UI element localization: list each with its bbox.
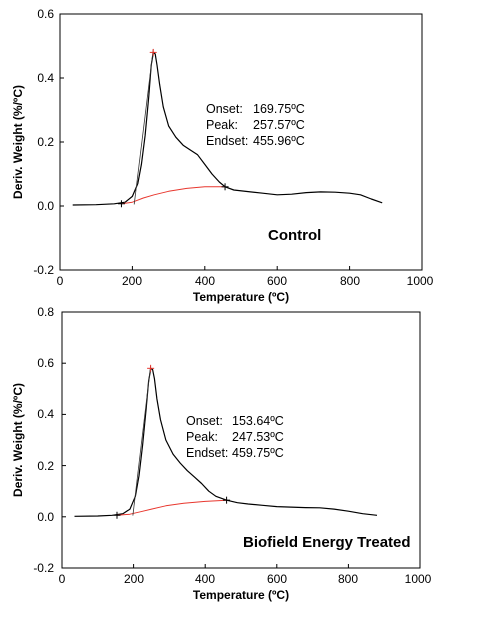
onset-value: 169.75ºC bbox=[253, 102, 305, 116]
endset-value: 455.96ºC bbox=[253, 134, 305, 148]
x-tick-label: 0 bbox=[57, 274, 64, 288]
baseline-curve-control bbox=[121, 186, 226, 205]
onset-tangent-line bbox=[132, 365, 152, 516]
x-tick-label: 800 bbox=[338, 572, 358, 586]
x-axis-label: Temperature (ºC) bbox=[193, 588, 289, 602]
peak-value: 247.53ºC bbox=[232, 430, 284, 444]
y-axis-label: Deriv. Weight (%/ºC) bbox=[11, 383, 25, 497]
x-tick-label: 1000 bbox=[407, 274, 434, 288]
panel-title-control: Control bbox=[268, 227, 321, 244]
y-tick-label: 0.0 bbox=[37, 510, 54, 524]
y-tick-label: 0.4 bbox=[37, 407, 54, 421]
peak-label: Peak: bbox=[186, 430, 218, 444]
y-tick-label: 0.6 bbox=[37, 356, 54, 370]
y-tick-label: -0.2 bbox=[33, 263, 54, 277]
y-tick-label: -0.2 bbox=[33, 561, 54, 575]
x-tick-label: 800 bbox=[340, 274, 360, 288]
x-axis-label: Temperature (ºC) bbox=[193, 290, 289, 304]
y-tick-label: 0.6 bbox=[37, 7, 54, 21]
tick-marks-treated bbox=[61, 311, 421, 569]
chart-treated: -0.2 0.0 0.2 0.4 0.6 0.8 0 200 400 600 8… bbox=[11, 305, 432, 602]
chart-control: -0.2 0.0 0.2 0.4 0.6 0 200 400 600 800 1… bbox=[11, 7, 434, 304]
onset-value: 153.64ºC bbox=[232, 414, 284, 428]
onset-tangent-line bbox=[133, 49, 154, 205]
y-tick-label: 0.8 bbox=[37, 305, 54, 319]
y-tick-label: 0.2 bbox=[37, 459, 54, 473]
y-tick-label: 0.2 bbox=[37, 135, 54, 149]
y-axis-label: Deriv. Weight (%/ºC) bbox=[11, 85, 25, 199]
onset-label: Onset: bbox=[186, 414, 223, 428]
x-tick-label: 400 bbox=[195, 572, 215, 586]
x-tick-label: 0 bbox=[59, 572, 66, 586]
series-group-treated bbox=[74, 367, 378, 517]
x-tick-label: 600 bbox=[267, 572, 287, 586]
markers-treated bbox=[113, 364, 231, 519]
y-tick-label: 0.0 bbox=[37, 199, 54, 213]
peak-label: Peak: bbox=[206, 118, 238, 132]
y-tick-label: 0.4 bbox=[37, 71, 54, 85]
x-tick-label: 200 bbox=[122, 274, 142, 288]
dtg-curve-control bbox=[72, 51, 383, 206]
endset-value: 459.75ºC bbox=[232, 446, 284, 460]
tick-marks-control bbox=[59, 13, 423, 271]
x-tick-label: 400 bbox=[195, 274, 215, 288]
baseline-curve-treated bbox=[116, 499, 227, 516]
endset-label: Endset: bbox=[206, 134, 248, 148]
endset-label: Endset: bbox=[186, 446, 228, 460]
x-tick-label: 1000 bbox=[405, 572, 432, 586]
dtg-curve-treated bbox=[74, 367, 378, 517]
plot-frame-treated bbox=[61, 311, 421, 569]
x-tick-label: 200 bbox=[124, 572, 144, 586]
x-tick-label: 600 bbox=[267, 274, 287, 288]
panel-title-treated: Biofield Energy Treated bbox=[243, 534, 411, 551]
markers-control bbox=[117, 48, 229, 208]
onset-label: Onset: bbox=[206, 102, 243, 116]
peak-value: 257.57ºC bbox=[253, 118, 305, 132]
